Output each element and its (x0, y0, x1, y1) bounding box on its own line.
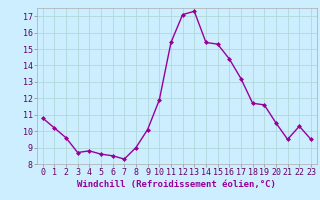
X-axis label: Windchill (Refroidissement éolien,°C): Windchill (Refroidissement éolien,°C) (77, 180, 276, 189)
